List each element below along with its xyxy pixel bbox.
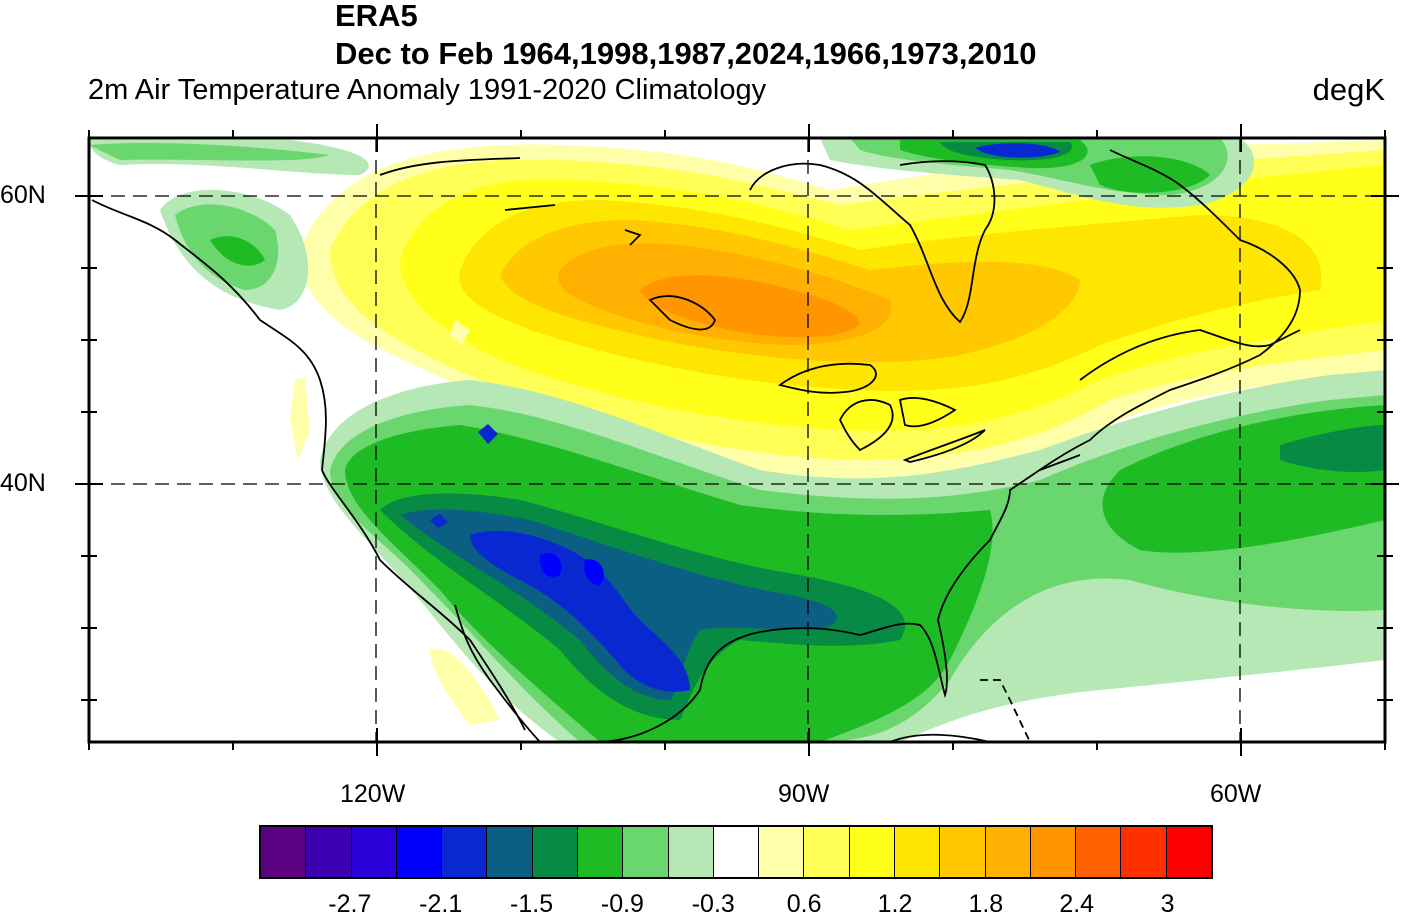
units-label: degK — [1312, 72, 1385, 107]
colorbar-box — [668, 827, 714, 877]
colorbar-box — [577, 827, 624, 877]
colorbar-box — [985, 827, 1031, 877]
colorbar — [259, 825, 1213, 879]
colorbar-box — [849, 827, 895, 877]
contour-neg-1.8 — [470, 530, 690, 692]
colorbar-label: 0.6 — [786, 890, 822, 918]
colorbar-box — [1166, 827, 1211, 877]
plot-frame — [87, 136, 1387, 744]
lat-label-40n: 40N — [0, 469, 46, 497]
colorbar-box — [532, 827, 578, 877]
contour-2.1 — [640, 275, 860, 338]
subtitle-variable: 2m Air Temperature Anomaly 1991-2020 Cli… — [88, 74, 767, 106]
lat-label-60n: 60N — [0, 181, 46, 209]
lon-label-120w: 120W — [340, 780, 406, 808]
contour-neg-2.1 — [539, 552, 605, 585]
colorbar-label: 3 — [1160, 890, 1175, 918]
axis-ticks — [75, 124, 1399, 756]
colorbar-label: -2.1 — [419, 890, 463, 918]
contour-fill — [89, 138, 1385, 742]
colorbar-box — [442, 827, 488, 877]
colorbar-box — [487, 827, 533, 877]
colorbar-label: -0.3 — [691, 890, 735, 918]
colorbar-box — [1030, 827, 1077, 877]
title-period: Dec to Feb 1964,1998,1987,2024,1966,1973… — [335, 36, 1037, 71]
colorbar-box — [894, 827, 941, 877]
colorbar-box — [804, 827, 850, 877]
colorbar-box — [306, 827, 352, 877]
colorbar-label: -0.9 — [600, 890, 644, 918]
colorbar-label: 1.2 — [877, 890, 913, 918]
colorbar-label: 2.4 — [1059, 890, 1095, 918]
colorbar-box — [1121, 827, 1167, 877]
colorbar-box — [396, 827, 443, 877]
lon-label-60w: 60W — [1210, 780, 1262, 808]
gridlines — [89, 138, 1385, 742]
colorbar-label: -2.7 — [328, 890, 372, 918]
coastlines — [91, 149, 1301, 742]
colorbar-box — [713, 827, 760, 877]
lon-label-90w: 90W — [778, 780, 830, 808]
colorbar-label: 1.8 — [968, 890, 1004, 918]
colorbar-box — [623, 827, 669, 877]
title-dataset: ERA5 — [335, 0, 418, 33]
colorbar-box — [940, 827, 986, 877]
colorbar-box — [1076, 827, 1122, 877]
colorbar-box — [261, 827, 307, 877]
colorbar-box — [351, 827, 397, 877]
colorbar-label: -1.5 — [510, 890, 554, 918]
colorbar-box — [759, 827, 805, 877]
